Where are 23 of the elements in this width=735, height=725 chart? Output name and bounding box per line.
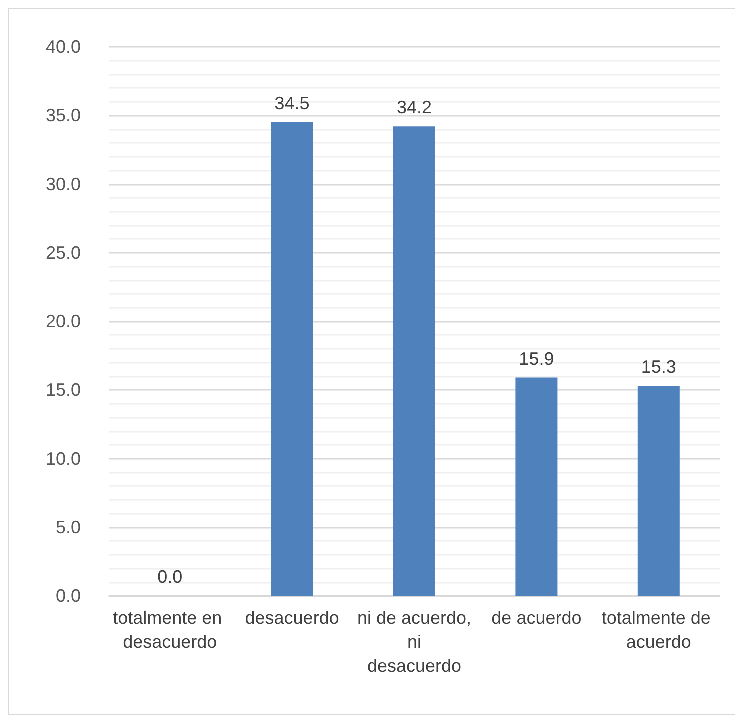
bar — [516, 378, 558, 596]
bar — [271, 122, 314, 596]
y-tick-label: 30.0 — [46, 174, 81, 194]
y-tick-label: 5.0 — [56, 517, 81, 538]
data-label: 34.5 — [274, 93, 310, 114]
data-label: 15.3 — [641, 357, 676, 378]
x-tick-label: totalmente en desacuerdo — [113, 608, 228, 652]
data-label: 15.9 — [519, 348, 554, 369]
y-tick-label: 40.0 — [46, 37, 81, 57]
y-tick-label: 35.0 — [46, 106, 81, 126]
bar — [394, 126, 436, 596]
y-tick-label: 10.0 — [46, 448, 81, 469]
x-tick-label: desacuerdo — [245, 608, 340, 628]
y-tick-label: 0.0 — [56, 586, 81, 606]
y-tick-label: 25.0 — [46, 242, 81, 263]
y-tick-label: 20.0 — [46, 312, 81, 332]
x-tick-label: ni de acuerdo, ni desacuerdo — [357, 608, 472, 676]
y-tick-label: 15.0 — [46, 380, 81, 400]
data-label: 0.0 — [158, 567, 183, 587]
data-label: 34.2 — [396, 98, 432, 118]
x-tick-label: totalmente de acuerdo — [602, 608, 716, 652]
bar — [638, 386, 680, 596]
x-tick-label: de acuerdo — [492, 608, 582, 628]
